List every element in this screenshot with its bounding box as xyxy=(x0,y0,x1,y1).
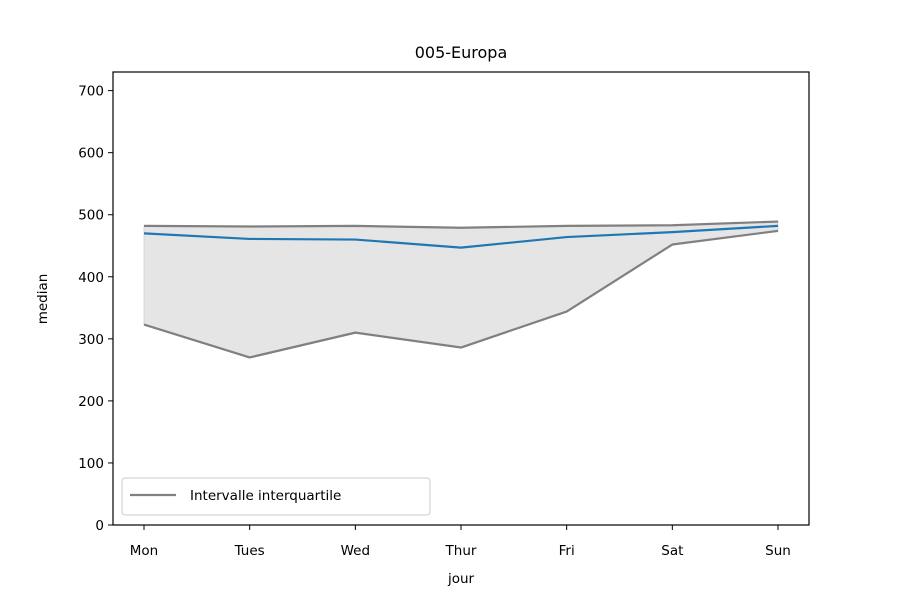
legend-box xyxy=(121,477,431,516)
plot-area xyxy=(143,220,779,359)
x-tick-label: Tues xyxy=(234,543,265,559)
y-axis-label: median xyxy=(35,274,51,325)
y-tick-label: 600 xyxy=(78,146,104,162)
y-tick-label: 200 xyxy=(78,394,104,410)
y-axis: 0 100 200 300 400 500 600 700 xyxy=(78,84,113,534)
x-axis-label: jour xyxy=(447,571,475,587)
x-tick-label: Sun xyxy=(765,543,791,559)
iqr-band xyxy=(143,221,779,358)
y-tick-label: 0 xyxy=(95,518,104,534)
legend: Intervalle interquartile xyxy=(121,477,431,516)
x-tick-label: Mon xyxy=(130,543,158,559)
y-tick-label: 700 xyxy=(78,84,104,100)
y-tick-label: 100 xyxy=(78,456,104,472)
x-tick-label: Fri xyxy=(559,543,575,559)
x-tick-label: Wed xyxy=(341,543,370,559)
legend-label-iqr: Intervalle interquartile xyxy=(190,488,341,504)
series-line-q1 xyxy=(143,229,779,359)
y-tick-label: 500 xyxy=(78,208,104,224)
chart-title: 005-Europa xyxy=(415,43,508,62)
y-tick-label: 300 xyxy=(78,332,104,348)
x-axis: Mon Tues Wed Thur Fri Sat Sun xyxy=(130,525,791,559)
x-tick-label: Sat xyxy=(661,543,683,559)
x-tick-label: Thur xyxy=(445,543,477,559)
series-line-q3 xyxy=(143,220,779,229)
y-tick-label: 400 xyxy=(78,270,104,286)
series-line-median xyxy=(143,224,779,249)
